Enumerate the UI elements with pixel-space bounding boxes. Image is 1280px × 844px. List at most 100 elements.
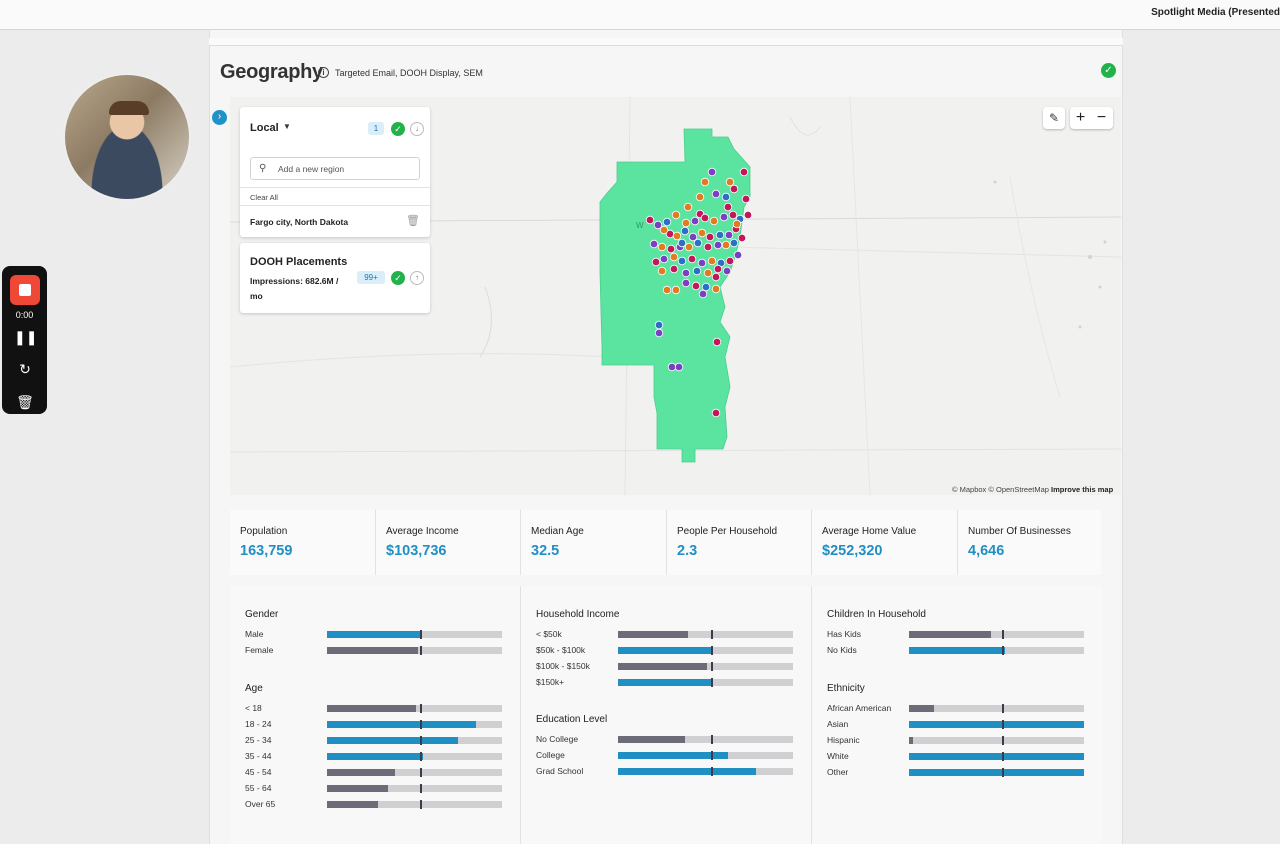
dooh-placement-marker[interactable]: [732, 219, 742, 229]
improve-map-link[interactable]: Improve this map: [1051, 485, 1114, 494]
clear-all-link[interactable]: Clear All: [250, 193, 278, 202]
dooh-placement-marker[interactable]: [721, 240, 731, 250]
dooh-placement-marker[interactable]: [703, 242, 713, 252]
dooh-placement-marker[interactable]: [725, 177, 735, 187]
dooh-placement-marker[interactable]: [709, 216, 719, 226]
dooh-placement-marker[interactable]: [662, 217, 672, 227]
dooh-placement-marker[interactable]: [681, 278, 691, 288]
dooh-placement-marker[interactable]: [729, 184, 739, 194]
delete-recording-icon[interactable]: 🗑: [16, 394, 34, 410]
dooh-placement-marker[interactable]: [707, 256, 717, 266]
dooh-placement-marker[interactable]: [711, 272, 721, 282]
dooh-placement-marker[interactable]: [723, 202, 733, 212]
local-dropdown-label[interactable]: Local: [250, 122, 279, 134]
dooh-placement-marker[interactable]: [715, 230, 725, 240]
dooh-placement-marker[interactable]: [707, 167, 717, 177]
dooh-placement-marker[interactable]: [695, 192, 705, 202]
dooh-placement-marker[interactable]: [711, 408, 721, 418]
dooh-placement-marker[interactable]: [690, 216, 700, 226]
dooh-placement-marker[interactable]: [677, 238, 687, 248]
dooh-placement-marker[interactable]: [697, 258, 707, 268]
dooh-placement-marker[interactable]: [691, 281, 701, 291]
dooh-placement-marker[interactable]: [698, 289, 708, 299]
dooh-placement-marker[interactable]: [657, 242, 667, 252]
dooh-placement-marker[interactable]: [693, 238, 703, 248]
dooh-placement-marker[interactable]: [674, 362, 684, 372]
account-name[interactable]: Spotlight Media (Presented: [1151, 7, 1280, 18]
dooh-placement-marker[interactable]: [733, 250, 743, 260]
demographic-bar: [327, 646, 502, 655]
dooh-placement-marker[interactable]: [654, 328, 664, 338]
benchmark-tick: [711, 751, 713, 760]
dooh-placement-marker[interactable]: [671, 285, 681, 295]
dooh-placement-marker[interactable]: [721, 192, 731, 202]
dooh-placement-marker[interactable]: [677, 256, 687, 266]
dooh-placement-marker[interactable]: [653, 220, 663, 230]
presenter-hair: [109, 101, 149, 115]
dooh-placement-marker[interactable]: [672, 231, 682, 241]
dooh-placement-marker[interactable]: [680, 226, 690, 236]
dooh-placement-marker[interactable]: [683, 202, 693, 212]
dooh-placement-marker[interactable]: [651, 257, 661, 267]
dooh-placement-marker[interactable]: [713, 240, 723, 250]
osm-attribution-link[interactable]: © OpenStreetMap: [988, 485, 1049, 494]
dooh-placement-marker[interactable]: [681, 218, 691, 228]
info-icon[interactable]: i: [318, 67, 329, 78]
dooh-placement-marker[interactable]: [697, 228, 707, 238]
dooh-placement-marker[interactable]: [724, 230, 734, 240]
dooh-placement-marker[interactable]: [739, 167, 749, 177]
dooh-placement-marker[interactable]: [741, 194, 751, 204]
dooh-placement-marker[interactable]: [657, 266, 667, 276]
dooh-placement-marker[interactable]: [729, 238, 739, 248]
dooh-placement-marker[interactable]: [711, 189, 721, 199]
draw-pencil-icon[interactable]: ✎: [1043, 107, 1065, 129]
dooh-placement-marker[interactable]: [703, 268, 713, 278]
dooh-placement-marker[interactable]: [669, 252, 679, 262]
zoom-in-button[interactable]: +: [1075, 109, 1086, 126]
region-count-badge: 1: [368, 122, 384, 135]
dooh-placement-marker[interactable]: [701, 282, 711, 292]
dooh-placement-marker[interactable]: [684, 242, 694, 252]
dooh-placement-marker[interactable]: [743, 210, 753, 220]
remove-region-trash-icon[interactable]: 🗑: [406, 215, 420, 227]
dooh-placement-marker[interactable]: [712, 337, 722, 347]
expand-panel-chevron-icon[interactable]: ›: [212, 110, 227, 125]
dooh-placement-marker[interactable]: [671, 210, 681, 220]
dooh-placement-marker[interactable]: [654, 320, 664, 330]
region-search[interactable]: ⚲: [250, 157, 420, 180]
pause-icon[interactable]: ❚❚: [14, 329, 38, 345]
column-divider: [811, 586, 812, 844]
dooh-placement-marker[interactable]: [719, 212, 729, 222]
dooh-placement-marker[interactable]: [666, 244, 676, 254]
arrow-up-icon[interactable]: ↑: [410, 271, 424, 285]
dooh-placement-marker[interactable]: [711, 284, 721, 294]
dooh-placement-marker[interactable]: [692, 266, 702, 276]
dooh-placement-marker[interactable]: [728, 210, 738, 220]
dooh-placement-marker[interactable]: [725, 256, 735, 266]
dooh-placement-marker[interactable]: [681, 268, 691, 278]
caret-down-icon[interactable]: ▼: [283, 122, 291, 131]
dooh-placement-marker[interactable]: [659, 225, 669, 235]
dooh-placement-marker[interactable]: [687, 254, 697, 264]
dooh-placement-marker[interactable]: [659, 254, 669, 264]
dooh-placement-marker[interactable]: [737, 233, 747, 243]
dooh-placement-marker[interactable]: [688, 232, 698, 242]
dooh-placement-marker[interactable]: [705, 232, 715, 242]
dooh-placement-marker[interactable]: [700, 213, 710, 223]
region-search-input[interactable]: [278, 162, 413, 176]
zoom-out-button[interactable]: −: [1096, 109, 1107, 126]
mapbox-attribution-link[interactable]: © Mapbox: [952, 485, 987, 494]
arrow-down-icon[interactable]: ↓: [410, 122, 424, 136]
demographic-bar-fill: [327, 785, 388, 792]
dooh-placement-marker[interactable]: [645, 215, 655, 225]
dooh-placement-marker[interactable]: [662, 285, 672, 295]
dooh-placement-marker[interactable]: [722, 266, 732, 276]
stop-recording-button[interactable]: [10, 275, 40, 305]
restart-icon[interactable]: ↻: [19, 361, 31, 377]
dooh-placement-marker[interactable]: [700, 177, 710, 187]
dooh-placement-marker[interactable]: [713, 264, 723, 274]
dooh-placement-marker[interactable]: [649, 239, 659, 249]
dooh-placement-marker[interactable]: [669, 264, 679, 274]
dooh-placements-card[interactable]: DOOH Placements Impressions: 682.6M / mo…: [240, 243, 430, 313]
dooh-placement-marker[interactable]: [667, 362, 677, 372]
